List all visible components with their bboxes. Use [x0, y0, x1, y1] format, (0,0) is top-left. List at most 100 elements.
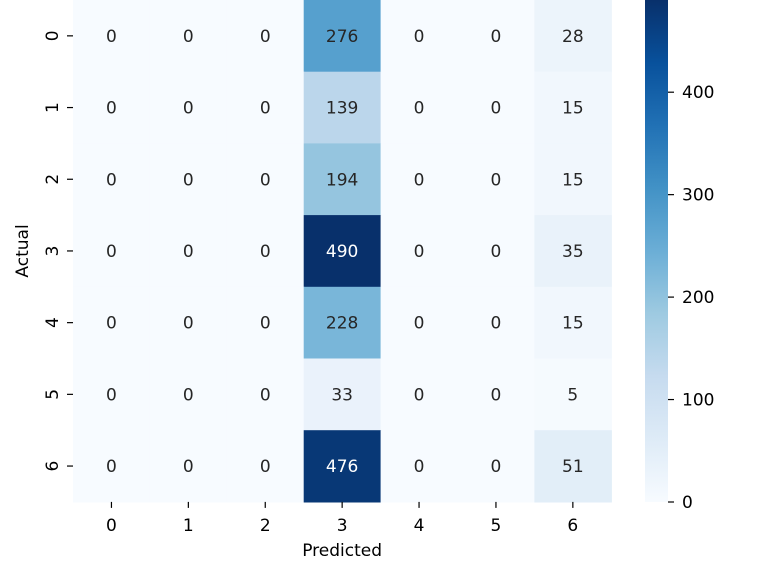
- heatmap-cell-r5-c6: [534, 358, 612, 431]
- cell-label-r3-c4: 0: [414, 242, 425, 262]
- y-tick-label-0: 0: [43, 30, 63, 41]
- x-tick-label-2: 2: [260, 516, 271, 536]
- cell-label-r4-c5: 0: [491, 314, 502, 334]
- heatmap-cell-r5-c1: [149, 358, 228, 431]
- heatmap-cell-r1-c2: [226, 71, 305, 144]
- cell-label-r5-c3: 33: [331, 385, 353, 405]
- x-tick-label-4: 4: [414, 516, 425, 536]
- heatmap-cell-r1-c3: [303, 71, 382, 144]
- heatmap-cell-r5-c0: [73, 358, 151, 431]
- colorbar-tick-label-4: 400: [682, 83, 714, 103]
- heatmap-cell-r6-c3: [303, 430, 382, 503]
- cell-label-r4-c3: 228: [326, 314, 358, 334]
- heatmap-cell-r0-c4: [380, 0, 459, 73]
- colorbar-tick-label-0: 0: [682, 493, 693, 513]
- y-tick-label-4: 4: [43, 317, 63, 328]
- heatmap-cell-r2-c0: [73, 143, 151, 216]
- heatmap-cell-r3-c6: [534, 215, 612, 288]
- y-axis-ticks: 0 1 2 3 4 5 6: [43, 30, 73, 471]
- heatmap-grid: 0 0 0 276 0 0 28 0 0 0 139 0 0 15 0 0 0 194 0 0 15 0 0 0 490 0 0 35…: [73, 0, 612, 503]
- heatmap-cell-r2-c3: [303, 143, 382, 216]
- heatmap-cell-r4-c2: [226, 286, 305, 360]
- cell-label-r2-c0: 0: [106, 170, 117, 190]
- cell-label-r3-c2: 0: [260, 242, 271, 262]
- cell-label-r2-c1: 0: [183, 170, 194, 190]
- colorbar: 0 100 200 300 400: [645, 0, 714, 513]
- cell-label-r0-c1: 0: [183, 27, 194, 47]
- heatmap-cell-r5-c4: [380, 358, 459, 431]
- heatmap-cell-r3-c1: [149, 215, 228, 288]
- cell-label-r6-c1: 0: [183, 457, 194, 477]
- y-axis-title: Actual: [13, 224, 33, 277]
- cell-label-r1-c5: 0: [491, 99, 502, 119]
- heatmap-cell-r2-c4: [380, 143, 459, 216]
- heatmap-cell-r0-c5: [457, 0, 535, 73]
- cell-label-r4-c6: 15: [562, 314, 584, 334]
- heatmap-cell-r5-c5: [457, 358, 535, 431]
- heatmap-cell-r2-c2: [226, 143, 305, 216]
- heatmap-cell-r3-c4: [380, 215, 459, 288]
- cell-label-r2-c5: 0: [491, 170, 502, 190]
- cell-label-r2-c4: 0: [414, 170, 425, 190]
- y-tick-label-6: 6: [43, 461, 63, 472]
- colorbar-tick-label-3: 300: [682, 186, 714, 206]
- heatmap-cell-r2-c6: [534, 143, 612, 216]
- cell-label-r0-c5: 0: [491, 27, 502, 47]
- cell-label-r1-c3: 139: [326, 99, 358, 119]
- heatmap-cell-r0-c3: [303, 0, 382, 73]
- cell-label-r0-c2: 0: [260, 27, 271, 47]
- colorbar-tick-label-1: 100: [682, 391, 714, 411]
- cell-label-r4-c1: 0: [183, 314, 194, 334]
- heatmap-cell-r1-c5: [457, 71, 535, 144]
- heatmap-cell-r5-c3: [303, 358, 382, 431]
- heatmap-cell-r4-c1: [149, 286, 228, 360]
- heatmap-cell-r6-c5: [457, 430, 535, 503]
- heatmap-cell-r3-c0: [73, 215, 151, 288]
- heatmap-cell-r4-c6: [534, 286, 612, 360]
- x-tick-label-0: 0: [106, 516, 117, 536]
- cell-label-r1-c6: 15: [562, 99, 584, 119]
- cell-label-r6-c0: 0: [106, 457, 117, 477]
- heatmap-cell-r3-c2: [226, 215, 305, 288]
- y-tick-label-3: 3: [43, 246, 63, 257]
- y-tick-label-1: 1: [43, 102, 63, 113]
- cell-label-r3-c3: 490: [326, 242, 358, 262]
- heatmap-cell-r2-c5: [457, 143, 535, 216]
- heatmap-cell-r6-c6: [534, 430, 612, 503]
- cell-label-r5-c5: 0: [491, 385, 502, 405]
- cell-label-r5-c4: 0: [414, 385, 425, 405]
- cell-label-r1-c1: 0: [183, 99, 194, 119]
- cell-label-r5-c1: 0: [183, 385, 194, 405]
- colorbar-ticks: 0 100 200 300 400: [668, 83, 714, 513]
- heatmap-cell-r1-c4: [380, 71, 459, 144]
- heatmap-cell-r3-c5: [457, 215, 535, 288]
- cell-label-r5-c0: 0: [106, 385, 117, 405]
- heatmap-cell-r4-c3: [303, 286, 382, 360]
- cell-label-r5-c6: 5: [567, 385, 578, 405]
- heatmap-cell-r3-c3: [303, 215, 382, 288]
- heatmap-cell-r4-c5: [457, 286, 535, 360]
- cell-label-r6-c6: 51: [562, 457, 584, 477]
- cell-label-r2-c3: 194: [326, 170, 358, 190]
- heatmap-cell-r1-c1: [149, 71, 228, 144]
- y-tick-label-2: 2: [43, 174, 63, 185]
- cell-label-r0-c0: 0: [106, 27, 117, 47]
- x-tick-label-3: 3: [337, 516, 348, 536]
- cell-label-r6-c3: 476: [326, 457, 358, 477]
- colorbar-tick-label-2: 200: [682, 288, 714, 308]
- cell-label-r2-c6: 15: [562, 170, 584, 190]
- cell-label-r0-c3: 276: [326, 27, 358, 47]
- cell-label-r4-c0: 0: [106, 314, 117, 334]
- cell-label-r3-c1: 0: [183, 242, 194, 262]
- cell-label-r4-c2: 0: [260, 314, 271, 334]
- cell-label-r3-c5: 0: [491, 242, 502, 262]
- heatmap-cell-r6-c4: [380, 430, 459, 503]
- x-axis-title: Predicted: [302, 541, 382, 561]
- heatmap-cell-r0-c1: [149, 0, 228, 73]
- x-tick-label-5: 5: [491, 516, 502, 536]
- cell-label-r4-c4: 0: [414, 314, 425, 334]
- heatmap-cell-r6-c0: [73, 430, 151, 503]
- heatmap-cell-r1-c0: [73, 71, 151, 144]
- heatmap-cell-r1-c6: [534, 71, 612, 144]
- cell-label-r6-c5: 0: [491, 457, 502, 477]
